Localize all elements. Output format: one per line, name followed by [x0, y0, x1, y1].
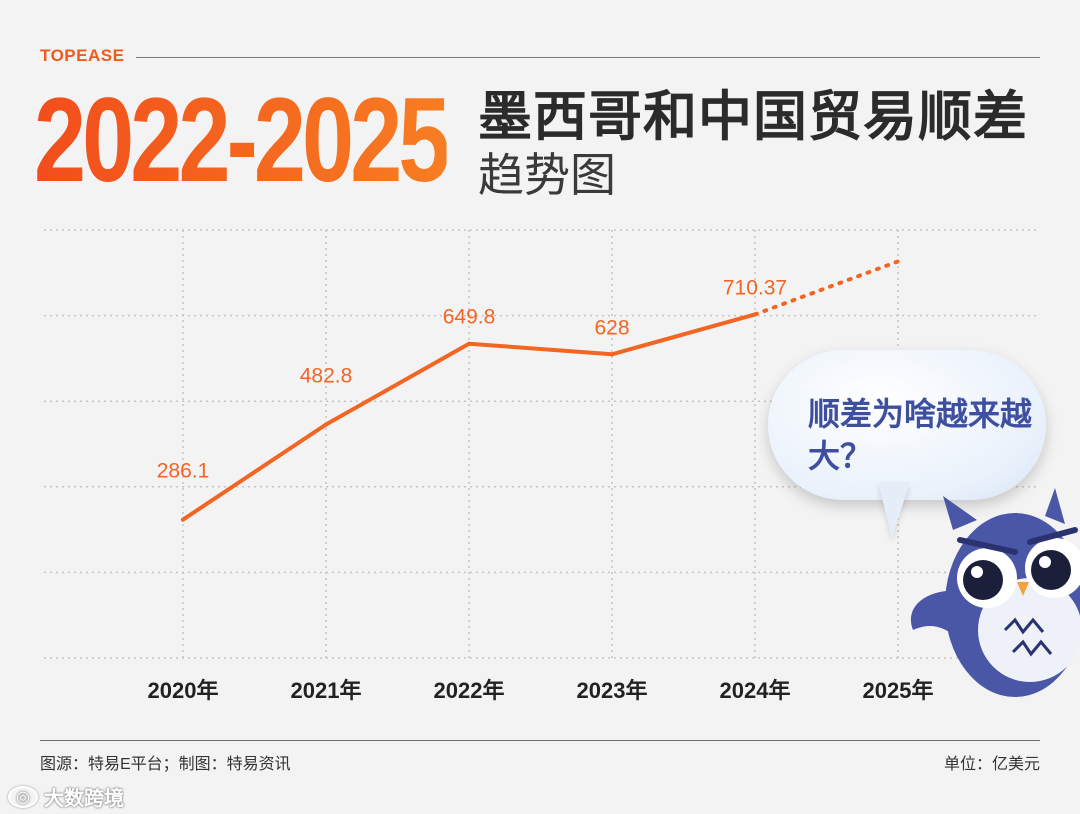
brand-label: TOPEASE	[40, 46, 125, 65]
logo-icon: ◎	[8, 785, 38, 808]
x-tick-label: 2020年	[148, 678, 219, 703]
speech-bubble	[768, 350, 1046, 500]
line-chart: 2020年 2021年 2022年 2023年 2024年 2025年 286.1 482.8…	[44, 229, 1040, 703]
data-label: 710.37	[723, 276, 787, 299]
watermark: ◎ 大数跨境	[8, 782, 124, 811]
chart-title: 墨西哥和中国贸易顺差	[478, 87, 1028, 147]
data-label: 628	[594, 316, 629, 339]
x-tick-label: 2022年	[434, 678, 505, 703]
data-point	[467, 341, 471, 346]
data-point	[181, 517, 185, 522]
x-tick-label: 2024年	[720, 678, 791, 703]
x-tick-label: 2025年	[863, 678, 934, 703]
data-point	[324, 422, 328, 427]
speech-bubble-text: 顺差为啥越来越大？	[808, 396, 1033, 474]
data-point	[753, 312, 757, 317]
data-label: 649.8	[443, 306, 496, 329]
data-label: 482.8	[300, 364, 353, 387]
owl-mascot-icon	[910, 488, 1080, 697]
speech-bubble-tail	[878, 482, 910, 538]
x-tick-label: 2023年	[577, 678, 648, 703]
source-note: 图源：特易E平台；制图：特易资讯	[40, 756, 291, 773]
footer-divider	[40, 740, 1040, 741]
year-range-heading: 2022-2025	[34, 73, 450, 207]
x-tick-label: 2021年	[291, 678, 362, 703]
watermark-text: 大数跨境	[44, 788, 124, 810]
data-point	[610, 352, 614, 357]
unit-note: 单位：亿美元	[943, 756, 1040, 773]
chart-subtitle: 趋势图	[478, 149, 616, 201]
header-divider	[136, 57, 1040, 58]
data-label: 286.1	[157, 460, 210, 483]
